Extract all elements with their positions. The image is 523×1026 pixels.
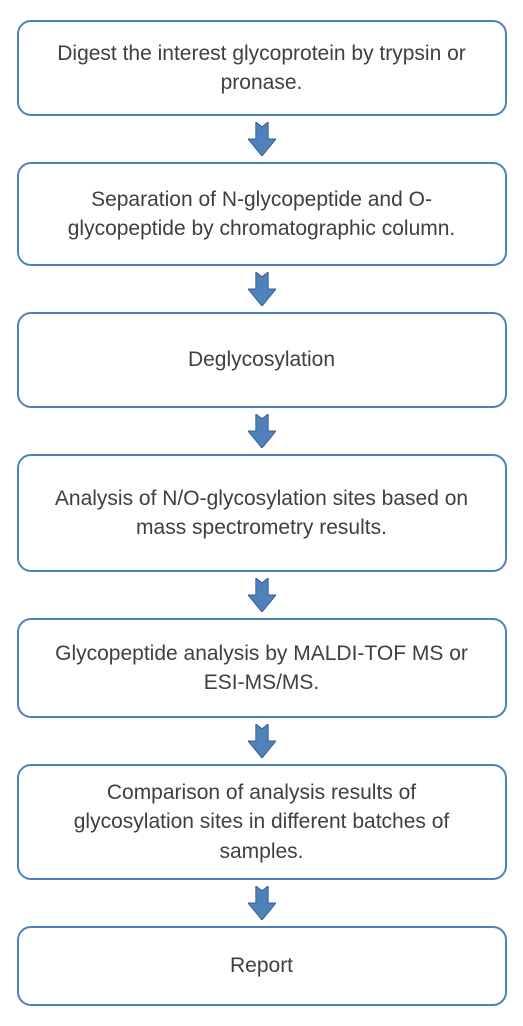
flowchart-node-step4: Analysis of N/O-glycosylation sites base… bbox=[17, 454, 507, 572]
arrow-down-icon bbox=[248, 414, 276, 448]
flowchart-node-label: Glycopeptide analysis by MALDI-TOF MS or… bbox=[49, 639, 475, 698]
flowchart-container: Digest the interest glycoprotein by tryp… bbox=[0, 0, 523, 1026]
flowchart-node-label: Deglycosylation bbox=[188, 345, 335, 374]
flowchart-node-step2: Separation of N-glycopeptide and O-glyco… bbox=[17, 162, 507, 266]
arrow-down-icon bbox=[248, 886, 276, 920]
flowchart-node-label: Comparison of analysis results of glycos… bbox=[49, 778, 475, 866]
flowchart-node-step3: Deglycosylation bbox=[17, 312, 507, 408]
arrow-down-icon bbox=[248, 578, 276, 612]
arrow-down-icon bbox=[248, 122, 276, 156]
flowchart-node-label: Report bbox=[230, 951, 293, 980]
flowchart-node-step6: Comparison of analysis results of glycos… bbox=[17, 764, 507, 880]
flowchart-node-step7: Report bbox=[17, 926, 507, 1006]
arrow-down-icon bbox=[248, 724, 276, 758]
arrow-down-icon bbox=[248, 272, 276, 306]
flowchart-node-label: Digest the interest glycoprotein by tryp… bbox=[49, 39, 475, 98]
flowchart-node-label: Analysis of N/O-glycosylation sites base… bbox=[49, 484, 475, 543]
flowchart-node-step1: Digest the interest glycoprotein by tryp… bbox=[17, 20, 507, 116]
flowchart-node-step5: Glycopeptide analysis by MALDI-TOF MS or… bbox=[17, 618, 507, 718]
flowchart-node-label: Separation of N-glycopeptide and O-glyco… bbox=[49, 185, 475, 244]
